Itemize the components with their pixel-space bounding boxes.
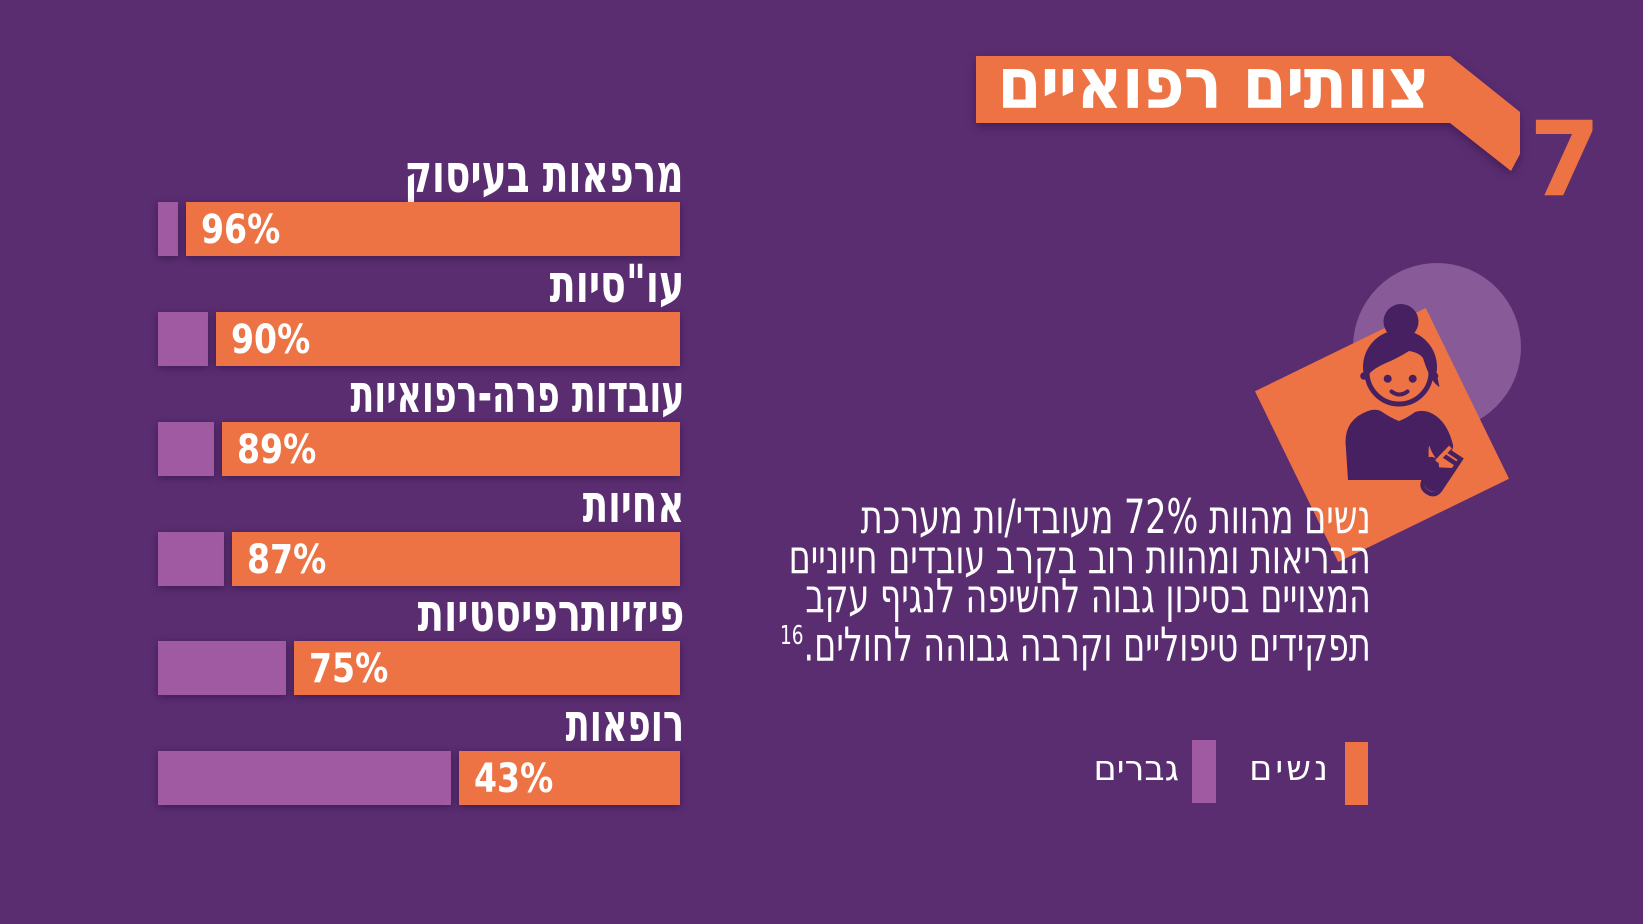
bar-value-label: 89% xyxy=(237,427,317,473)
bar-value-label: 96% xyxy=(201,207,281,253)
page-number: 7 xyxy=(1529,100,1601,220)
page-title: צוותים רפואיים xyxy=(997,42,1430,125)
bar-value-label: 75% xyxy=(309,646,389,692)
nurse-hair xyxy=(1363,329,1440,387)
nurse-left-eye xyxy=(1383,374,1392,383)
legend-swatch-women xyxy=(1345,742,1368,805)
bar-row: 89% xyxy=(158,422,680,476)
note-line: תפקידים טיפוליים וקרבה גבוהה לחולים.16 xyxy=(780,617,1371,669)
bar-category-label: עו"סיות xyxy=(549,254,684,315)
bar-segment-women: 75% xyxy=(294,641,680,695)
bar-category-label: פיזיותרפיסטיות xyxy=(417,583,684,644)
bar-value-label: 87% xyxy=(247,537,327,583)
nurse-right-eye xyxy=(1408,374,1417,383)
nurse-cuff-line xyxy=(1435,445,1452,463)
bar-segment-women: 90% xyxy=(216,312,680,366)
legend-label-women: נשים xyxy=(1249,749,1331,789)
bar-chart: מרפאות בעיסוק 96% עו"סיות 90% עובדות פרה-רפו… xyxy=(158,0,684,924)
bar-segment-women: 87% xyxy=(232,532,680,586)
nurse-icon xyxy=(1345,304,1464,497)
note-paragraph: נשים מהוות 72% מעובדי/ות מערכת הבריאות ו… xyxy=(780,490,1371,669)
bar-segment-men xyxy=(158,202,178,256)
bar-category-label: מרפאות בעיסוק xyxy=(404,144,684,205)
bar-category-label: רופאות xyxy=(565,693,684,754)
bar-category-label: אחיות xyxy=(582,474,684,535)
bar-segment-women: 43% xyxy=(459,751,680,805)
bar-segment-men xyxy=(158,422,214,476)
bar-segment-women: 89% xyxy=(222,422,680,476)
bar-row: 96% xyxy=(158,202,680,256)
bar-value-label: 43% xyxy=(474,756,554,802)
nurse-hair-bun xyxy=(1383,304,1419,339)
footnote-marker: 16 xyxy=(780,620,804,651)
nurse-smile xyxy=(1389,389,1410,397)
bar-segment-men xyxy=(158,751,451,805)
bar-row: 43% xyxy=(158,751,680,805)
bar-row: 75% xyxy=(158,641,680,695)
title-ribbon xyxy=(976,56,1520,171)
bar-segment-men xyxy=(158,641,286,695)
note-line: המצויים בסיכון גבוה לחשיפה לנגיף עקב xyxy=(805,569,1371,624)
note-line: נשים מהוות 72% מעובדי/ות מערכת xyxy=(860,490,1371,545)
bar-row: 87% xyxy=(158,532,680,586)
bar-row: 90% xyxy=(158,312,680,366)
bar-segment-men xyxy=(158,312,208,366)
bar-segment-men xyxy=(158,532,224,586)
bar-category-label: עובדות פרה-רפואיות xyxy=(350,364,684,425)
legend-label-men: גברים xyxy=(1093,749,1179,789)
note-line-text: תפקידים טיפוליים וקרבה גבוהה לחולים. xyxy=(803,617,1371,673)
bar-value-label: 90% xyxy=(231,317,311,363)
bar-segment-women: 96% xyxy=(186,202,680,256)
note-line: הבריאות ומהוות רוב בקרב עובדים חיוניים xyxy=(788,529,1371,585)
legend-swatch-men xyxy=(1192,740,1216,803)
nurse-hand xyxy=(1416,456,1440,482)
